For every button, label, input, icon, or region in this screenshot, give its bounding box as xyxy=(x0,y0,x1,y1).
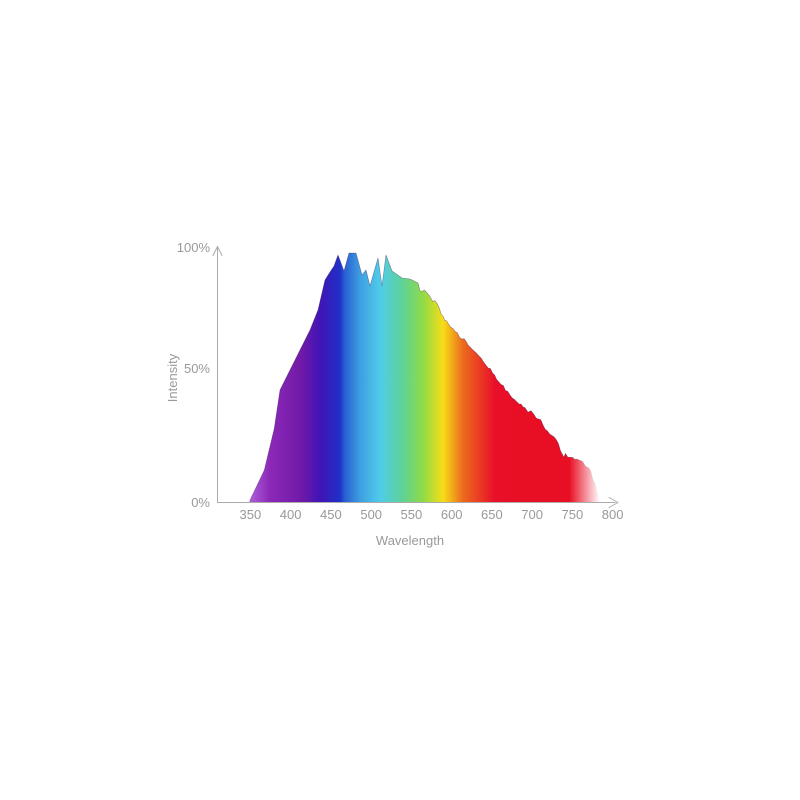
svg-text:400: 400 xyxy=(280,507,302,522)
svg-text:650: 650 xyxy=(481,507,503,522)
svg-text:350: 350 xyxy=(240,507,262,522)
svg-text:Intensity: Intensity xyxy=(165,353,180,402)
svg-text:750: 750 xyxy=(562,507,584,522)
svg-text:0%: 0% xyxy=(191,495,210,510)
svg-text:Wavelength: Wavelength xyxy=(376,533,444,548)
svg-text:700: 700 xyxy=(521,507,543,522)
svg-text:500: 500 xyxy=(360,507,382,522)
svg-text:450: 450 xyxy=(320,507,342,522)
svg-text:800: 800 xyxy=(602,507,624,522)
svg-text:550: 550 xyxy=(401,507,423,522)
svg-text:600: 600 xyxy=(441,507,463,522)
svg-text:100%: 100% xyxy=(177,240,211,255)
svg-text:50%: 50% xyxy=(184,361,210,376)
